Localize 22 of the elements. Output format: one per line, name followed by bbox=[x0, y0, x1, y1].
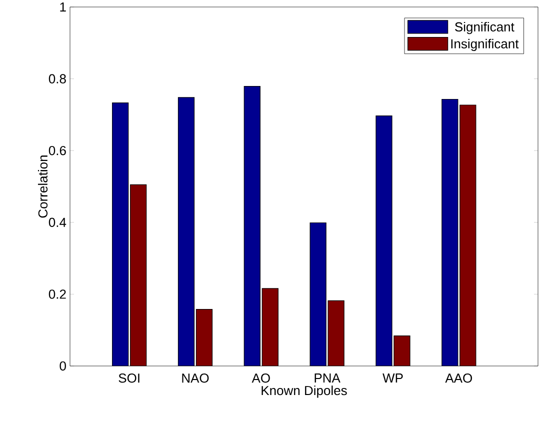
y-tick-label: 0.2 bbox=[48, 290, 66, 299]
legend-label: Significant bbox=[455, 22, 514, 34]
bar bbox=[376, 115, 392, 366]
x-axis-title: Known Dipoles bbox=[262, 386, 347, 398]
x-tick-label: SOI bbox=[118, 374, 140, 383]
y-tick-label: 0.4 bbox=[48, 218, 66, 227]
x-tick-label: WP bbox=[382, 374, 403, 382]
y-tick-label: 0.6 bbox=[48, 146, 66, 156]
x-tick-label: PNA bbox=[314, 374, 340, 382]
bar bbox=[442, 98, 458, 366]
y-axis-title: Correlation bbox=[38, 156, 48, 218]
bar bbox=[112, 102, 129, 366]
x-tick-label: AO bbox=[252, 374, 270, 383]
x-tick-label: NAO bbox=[182, 374, 209, 383]
x-tick-label: AAO bbox=[445, 374, 472, 383]
bar bbox=[178, 97, 195, 366]
y-tick-label: 1 bbox=[60, 2, 66, 12]
bar bbox=[310, 222, 326, 366]
y-tick-label: 0 bbox=[60, 361, 66, 371]
bar bbox=[244, 86, 260, 366]
y-tick-label: 0.8 bbox=[48, 74, 66, 84]
legend-label: Insignificant bbox=[451, 38, 519, 51]
